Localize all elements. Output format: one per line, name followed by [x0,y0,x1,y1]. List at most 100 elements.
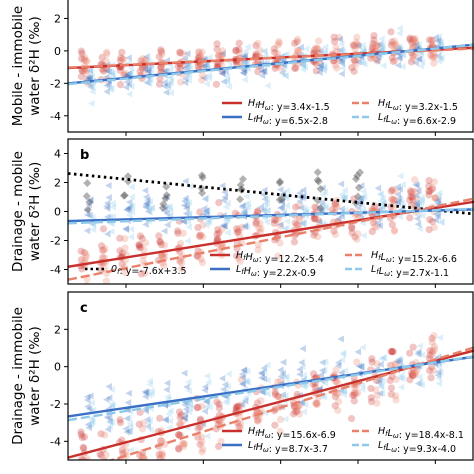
scatter-point [359,188,367,196]
scatter-point [283,373,290,381]
scatter-point [399,375,406,383]
scatter-point [106,417,113,425]
scatter-point [139,453,147,460]
scatter-point [196,51,204,59]
scatter-point [158,452,167,460]
scatter-point [156,64,165,72]
scatter-point [235,48,243,57]
scatter-point [194,403,202,411]
scatter-point [426,347,434,355]
scatter-point [353,235,361,243]
scatter-point [435,52,442,60]
scatter-point [125,70,132,78]
scatter-point [84,73,92,81]
scatter-point [194,63,202,71]
scatter-point [394,199,401,207]
scatter-point [271,64,279,72]
scatter-point [102,451,110,459]
scatter-point [336,35,344,43]
scatter-point [418,196,425,204]
scatter-point [142,407,149,415]
scatter-point [232,60,241,68]
scatter-point [128,82,135,90]
scatter-point [276,427,284,436]
scatter-point [203,208,210,216]
scatter-point [157,63,165,71]
scatter-point [270,219,278,227]
scatter-point [182,75,189,83]
scatter-point [252,220,260,228]
scatter-point [181,79,189,87]
scatter-point [87,83,94,91]
scatter-point [409,41,417,50]
scatter-point [196,232,204,241]
scatter-point-diamond [316,204,325,213]
scatter-point [183,197,190,205]
scatter-point [201,407,208,415]
scatter-point [275,38,283,46]
scatter-point [122,224,130,232]
scatter-point [358,385,366,393]
scatter-point [218,61,226,70]
scatter-point [314,216,322,224]
scatter-point [214,225,222,234]
scatter-point [278,203,286,211]
scatter-point [241,397,249,405]
scatter-point-diamond [236,180,245,189]
scatter-point [332,202,340,211]
scatter-point [176,48,184,56]
scatter-point [296,215,304,223]
scatter-point [291,403,299,411]
scatter-point [291,219,299,227]
scatter-point [142,220,149,228]
scatter-point [332,44,340,52]
scatter-point [126,69,134,77]
scatter-point [136,451,144,459]
scatter-point [201,383,209,391]
scatter-point [312,44,320,52]
scatter-point [199,445,207,453]
scatter-point [437,218,445,226]
scatter-point [376,42,384,50]
scatter-point [160,464,167,471]
scatter-point [301,63,308,71]
scatter-point [354,230,362,238]
legend-label-1-2: HfLω: y=15.2x-6.6 [371,250,457,265]
y-tick-label: 4 [54,148,61,161]
scatter-point [428,37,436,45]
scatter-point [392,40,400,48]
scatter-point [390,41,398,49]
scatter-point [425,177,433,185]
scatter-point [372,42,380,50]
scatter-point [274,41,282,49]
legend-label-0-3: LfLω: y=6.6x-2.9 [378,112,456,127]
scatter-point [376,222,383,230]
scatter-point [372,56,380,64]
scatter-point [314,233,322,241]
scatter-point [108,70,116,78]
scatter-point [167,74,174,82]
scatter-point [161,67,168,75]
scatter-point [87,421,94,429]
scatter-point [198,433,206,441]
scatter-point [376,40,384,48]
scatter-point [103,48,111,56]
scatter-point [411,176,419,184]
scatter-point [223,397,231,405]
scatter-point [295,401,304,410]
scatter-point [340,195,348,203]
y-tick-label: -2 [50,235,61,248]
scatter-point [81,53,89,61]
scatter-point [299,220,307,228]
scatter-point [428,334,436,343]
scatter-point [396,358,403,366]
scatter-point [263,361,271,369]
scatter-point [163,193,170,201]
scatter-point [184,237,191,245]
scatter-point [123,78,130,86]
scatter-point [148,390,155,398]
scatter-point [396,172,404,180]
scatter-point [338,47,345,55]
legend-label-1-4: LfLω: y=2.7x-1.1 [371,264,449,279]
scatter-point [415,187,422,195]
